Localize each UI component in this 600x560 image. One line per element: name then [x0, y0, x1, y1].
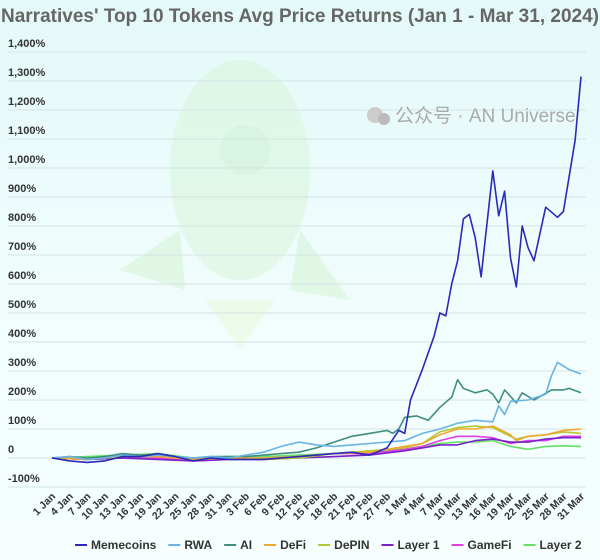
- y-tick-label: 900%: [8, 183, 36, 195]
- rocket-illustration: [120, 60, 350, 350]
- legend-label: AI: [240, 538, 252, 552]
- y-tick-label: 200%: [8, 386, 36, 398]
- y-tick-label: 1,200%: [8, 96, 46, 108]
- legend-item[interactable]: GameFi: [451, 538, 512, 552]
- legend-item[interactable]: Layer 1: [381, 538, 440, 552]
- series-line-layer-1: [51, 436, 581, 462]
- chart-title: Narratives' Top 10 Tokens Avg Price Retu…: [1, 6, 599, 27]
- series-line-ai: [51, 378, 582, 459]
- y-tick-label: 800%: [8, 212, 36, 224]
- y-tick-label: 700%: [8, 241, 36, 253]
- y-tick-label: 600%: [8, 270, 36, 282]
- y-tick-label: 1,100%: [8, 125, 46, 137]
- legend-item[interactable]: RWA: [168, 538, 212, 552]
- legend-item[interactable]: DePIN: [318, 538, 370, 552]
- legend-label: DeFi: [280, 538, 306, 552]
- legend-label: Layer 2: [540, 538, 582, 552]
- y-tick-label: 1,400%: [8, 38, 46, 50]
- y-tick-label: 100%: [8, 415, 36, 427]
- legend-label: RWA: [184, 538, 212, 552]
- legend-item[interactable]: DeFi: [264, 538, 306, 552]
- y-tick-label: -100%: [8, 473, 40, 485]
- series-line-memecoins: [51, 76, 582, 464]
- legend-item[interactable]: Memecoins: [75, 538, 157, 552]
- y-tick-label: 0: [8, 444, 14, 456]
- y-tick-label: 400%: [8, 328, 36, 340]
- legend-label: Layer 1: [398, 538, 440, 552]
- y-tick-label: 300%: [8, 357, 36, 369]
- legend-label: GameFi: [468, 538, 512, 552]
- watermark-text: 公众号 · AN Universe: [395, 105, 576, 127]
- legend-item[interactable]: Layer 2: [523, 538, 582, 552]
- watermark: 公众号 · AN Universe: [367, 105, 576, 127]
- legend-item[interactable]: AI: [224, 538, 252, 552]
- y-tick-label: 1,300%: [8, 67, 46, 79]
- legend-label: DePIN: [334, 538, 369, 552]
- series-line-defi: [51, 425, 582, 461]
- y-tick-label: 500%: [8, 299, 36, 311]
- y-tick-label: 1,000%: [8, 154, 46, 166]
- series-line-rwa: [51, 361, 582, 461]
- legend-label: Memecoins: [91, 538, 157, 552]
